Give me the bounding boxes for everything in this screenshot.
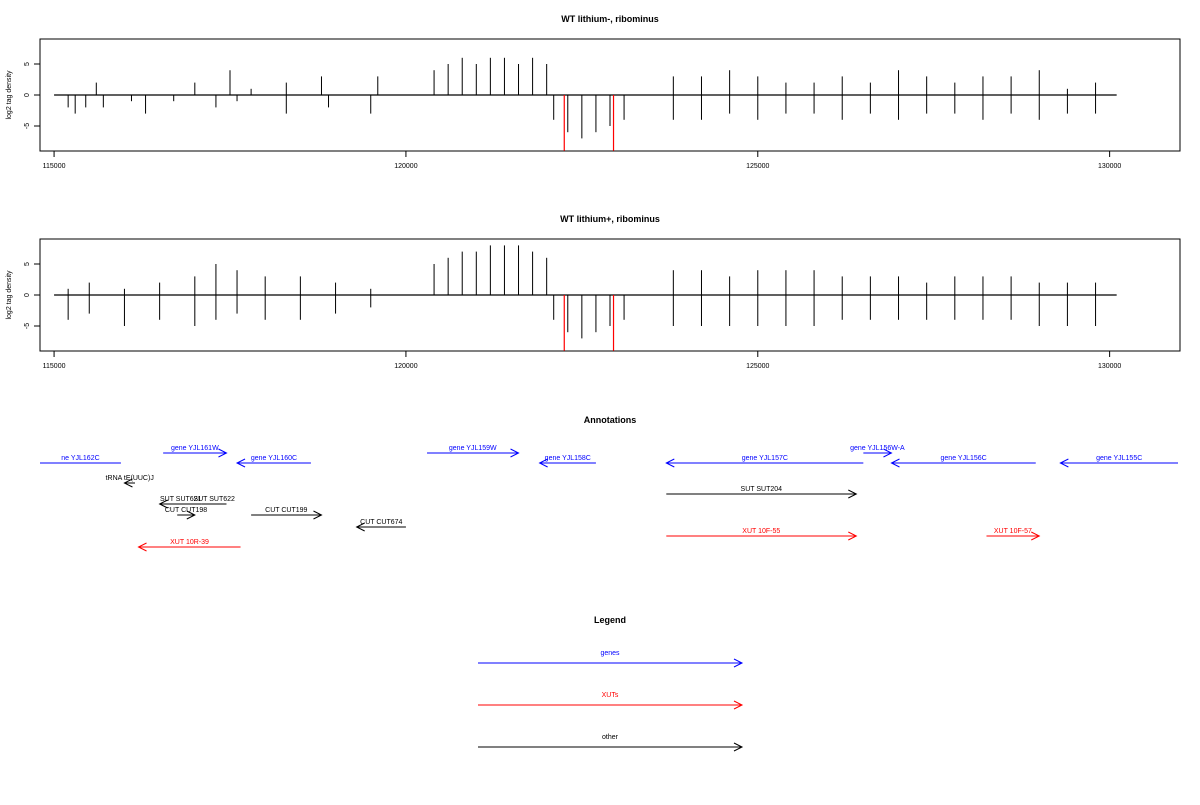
bar-series: [54, 57, 1117, 151]
arrow-head: [158, 499, 168, 509]
y-axis-label: log2 tag density: [6, 270, 13, 320]
arrow-head: [1031, 531, 1041, 541]
track-panel-lithium-plus: WT lithium+, ribominus log2 tag density …: [6, 214, 1181, 370]
legend-item: other: [478, 734, 744, 752]
feature-label: gene YJL156W-A: [850, 445, 905, 452]
y-axis-label: log2 tag density: [6, 70, 13, 120]
annotation-feature: SUT SUT622: [193, 496, 235, 505]
arrow-head: [665, 458, 675, 468]
arrow-head: [235, 458, 246, 468]
legend: genes XUTs other: [478, 650, 744, 752]
annotation-feature: gene YJL158C: [538, 455, 596, 468]
arrow-head: [510, 448, 520, 458]
x-tick-label: 120000: [394, 363, 417, 370]
annotation-track: ne YJL162C gene YJL161W gene YJL160C gene Y…: [40, 445, 1178, 552]
y-tick-label: 0: [24, 93, 31, 97]
annotation-feature: CUT CUT198: [165, 507, 207, 520]
x-tick-label: 120000: [394, 163, 417, 170]
x-tick-label: 115000: [43, 363, 66, 370]
feature-label: gene YJL156C: [941, 455, 987, 462]
x-axis: 115000 120000 125000 130000: [43, 151, 1121, 170]
legend-label: genes: [600, 650, 620, 657]
arrow-head: [137, 542, 147, 552]
x-tick-label: 125000: [746, 163, 769, 170]
arrow-head: [123, 478, 133, 488]
x-tick-label: 130000: [1098, 163, 1121, 170]
y-tick-label: -5: [24, 323, 31, 329]
arrow-head: [848, 531, 858, 541]
legend-title: Legend: [594, 615, 626, 625]
feature-label: CUT CUT199: [265, 507, 307, 514]
annotation-feature: SUT SUT204: [666, 486, 858, 499]
annotation-feature: XUT 10R-39: [137, 539, 241, 552]
x-tick-label: 130000: [1098, 363, 1121, 370]
annotation-feature: CUT CUT199: [251, 507, 323, 520]
feature-label: XUT 10F-55: [742, 528, 780, 535]
annotation-feature: XUT 10F-55: [666, 528, 858, 541]
arrow-head: [883, 448, 893, 458]
feature-label: tRNA tE(UUC)J: [106, 475, 154, 482]
arrow-head: [313, 510, 323, 520]
annotation-feature: gene YJL159W: [427, 445, 520, 458]
panel-title: WT lithium+, ribominus: [560, 214, 660, 224]
feature-label: gene YJL157C: [742, 455, 788, 462]
annotation-feature: CUT CUT674: [355, 519, 406, 532]
annotation-feature: gene YJL157C: [665, 455, 864, 468]
feature-label: gene YJL155C: [1096, 455, 1142, 462]
y-tick-label: 0: [24, 293, 31, 297]
annotation-feature: ne YJL162C: [40, 455, 121, 464]
annotation-feature: gene YJL156W-A: [850, 445, 905, 458]
feature-label: ne YJL162C: [61, 455, 99, 462]
annotation-feature: gene YJL156C: [890, 455, 1036, 468]
annotations-title: Annotations: [584, 415, 637, 425]
y-tick-label: 5: [24, 62, 31, 66]
x-axis: 115000 120000 125000 130000: [43, 351, 1121, 370]
feature-label: CUT CUT198: [165, 507, 207, 514]
track-panel-lithium-minus: WT lithium-, ribominus log2 tag density …: [6, 14, 1181, 170]
legend-item: genes: [478, 650, 744, 668]
arrow-head: [355, 522, 365, 532]
annotation-feature: SUT SUT621: [158, 496, 202, 509]
legend-arrow-head: [733, 700, 744, 710]
legend-arrow-head: [733, 742, 744, 752]
arrow-head: [538, 458, 548, 468]
arrow-head: [1059, 458, 1069, 468]
annotation-feature: XUT 10F-57: [986, 528, 1041, 541]
y-axis: 5 0 -5: [24, 262, 40, 329]
feature-label: CUT CUT674: [360, 519, 402, 526]
annotation-feature: gene YJL160C: [235, 455, 311, 468]
legend-item: XUTs: [478, 692, 744, 710]
arrow-head: [848, 489, 858, 499]
feature-label: gene YJL159W: [449, 445, 497, 452]
feature-label: gene YJL161W: [171, 445, 219, 452]
bar-series: [54, 245, 1117, 351]
y-axis: 5 0 -5: [24, 62, 40, 129]
feature-label: XUT 10R-39: [170, 539, 209, 546]
arrow-head: [186, 510, 196, 520]
panel-title: WT lithium-, ribominus: [561, 14, 659, 24]
annotation-feature: gene YJL161W: [163, 445, 228, 458]
feature-label: SUT SUT621: [160, 496, 202, 503]
feature-label: XUT 10F-57: [994, 528, 1032, 535]
arrow-head: [890, 458, 900, 468]
feature-label: gene YJL158C: [545, 455, 591, 462]
x-tick-label: 125000: [746, 363, 769, 370]
x-tick-label: 115000: [43, 163, 66, 170]
feature-label: SUT SUT622: [193, 496, 235, 503]
annotation-feature: tRNA tE(UUC)J: [106, 475, 154, 488]
feature-label: SUT SUT204: [741, 486, 783, 493]
legend-arrow-head: [733, 658, 744, 668]
feature-label: gene YJL160C: [251, 455, 297, 462]
legend-label: XUTs: [602, 692, 619, 699]
annotation-feature: gene YJL155C: [1059, 455, 1178, 468]
arrow-head: [218, 448, 228, 458]
y-tick-label: -5: [24, 123, 31, 129]
y-tick-label: 5: [24, 262, 31, 266]
legend-label: other: [602, 734, 619, 741]
